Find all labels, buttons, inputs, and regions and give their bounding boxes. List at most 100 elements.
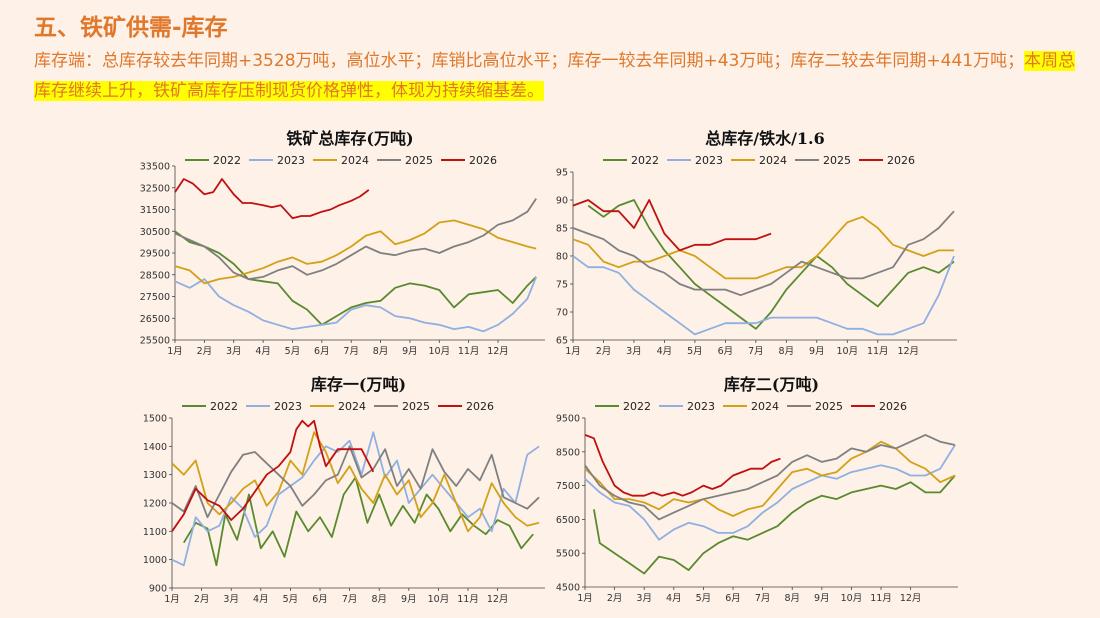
series-line-2022 xyxy=(183,476,534,567)
legend-label-2026: 2026 xyxy=(879,400,907,413)
chart-total-inventory: 铁矿总库存(万吨) 2022 2023 2024 2025 2026 25500 26500 2… xyxy=(130,128,560,363)
y-tick-label: 5500 xyxy=(556,549,580,560)
y-tick-label: 1100 xyxy=(143,527,167,538)
x-tick-label: 12月 xyxy=(487,346,509,357)
x-tick-label: 6月 xyxy=(314,346,330,357)
series-line-2024 xyxy=(174,219,537,285)
legend-label-2024: 2024 xyxy=(338,400,366,413)
chart-inventory-two: 库存二(万吨) 2022 2023 2024 2025 2026 4500 5500 6500 7… xyxy=(545,374,975,614)
x-tick-label: 11月 xyxy=(458,346,480,357)
y-tick-label: 4500 xyxy=(556,583,580,594)
y-tick-label: 32500 xyxy=(140,183,170,194)
y-tick-label: 80 xyxy=(556,252,568,263)
y-tick-label: 95 xyxy=(556,168,568,179)
summary-text: 库存端：总库存较去年同期+3528万吨，高位水平；库销比高位水平；库存一较去年同… xyxy=(34,46,1084,106)
series-line-2023 xyxy=(584,444,956,541)
chart-inventory-ratio-svg: 总库存/铁水/1.6 2022 2023 2024 2025 2026 65 70 75 80 85… xyxy=(556,129,957,357)
legend-label-2023: 2023 xyxy=(277,154,305,167)
x-tick-label: 11月 xyxy=(867,346,889,357)
series-line-2023 xyxy=(174,276,538,333)
chart-inventory-one-svg: 库存一(万吨) 2022 2023 2024 2025 2026 900 1000 1100 12… xyxy=(143,375,545,605)
y-tick-label: 900 xyxy=(149,584,167,595)
x-tick-label: 10月 xyxy=(428,594,450,605)
x-tick-label: 7月 xyxy=(343,346,359,357)
legend-label-2023: 2023 xyxy=(695,154,723,167)
y-tick-label: 33500 xyxy=(140,162,170,173)
series-line-2022 xyxy=(587,199,955,330)
legend-label-2024: 2024 xyxy=(759,154,787,167)
chart-title: 库存二(万吨) xyxy=(724,375,819,394)
x-tick-label: 1月 xyxy=(164,594,180,605)
legend-label-2026: 2026 xyxy=(469,154,497,167)
x-tick-label: 4月 xyxy=(666,593,682,604)
x-tick-label: 4月 xyxy=(657,346,673,357)
x-tick-label: 11月 xyxy=(457,594,479,605)
series-line-2024 xyxy=(171,431,540,533)
x-tick-label: 3月 xyxy=(626,346,642,357)
y-tick-label: 1200 xyxy=(143,499,167,510)
x-tick-label: 12月 xyxy=(900,593,922,604)
series-line-2025 xyxy=(174,198,537,281)
chart-inventory-one: 库存一(万吨) 2022 2023 2024 2025 2026 900 1000 1100 12… xyxy=(130,374,560,614)
x-tick-label: 8月 xyxy=(784,593,800,604)
x-tick-label: 4月 xyxy=(255,346,271,357)
chart-title: 总库存/铁水/1.6 xyxy=(705,129,825,148)
x-tick-label: 2月 xyxy=(194,594,210,605)
y-tick-label: 1300 xyxy=(143,470,167,481)
x-tick-label: 5月 xyxy=(696,593,712,604)
x-tick-label: 9月 xyxy=(809,346,825,357)
y-tick-label: 1400 xyxy=(143,442,167,453)
x-tick-label: 12月 xyxy=(487,594,509,605)
x-tick-label: 7月 xyxy=(748,346,764,357)
y-tick-label: 90 xyxy=(556,196,568,207)
legend-label-2022: 2022 xyxy=(623,400,651,413)
chart-inventory-two-svg: 库存二(万吨) 2022 2023 2024 2025 2026 4500 5500 6500 7… xyxy=(556,375,958,604)
chart-title: 库存一(万吨) xyxy=(311,375,406,394)
x-tick-label: 6月 xyxy=(312,594,328,605)
legend-label-2025: 2025 xyxy=(815,400,843,413)
x-tick-label: 7月 xyxy=(342,594,358,605)
page-title: 五、铁矿供需-库存 xyxy=(34,15,228,41)
x-tick-label: 8月 xyxy=(371,594,387,605)
x-tick-label: 10月 xyxy=(841,593,863,604)
chart-title: 铁矿总库存(万吨) xyxy=(286,129,413,148)
y-tick-label: 28500 xyxy=(140,270,170,281)
series-line-2025 xyxy=(572,210,955,297)
series-line-2025 xyxy=(171,445,540,519)
series-line-2026 xyxy=(174,178,370,220)
chart-total-inventory-svg: 铁矿总库存(万吨) 2022 2023 2024 2025 2026 25500 26500 2… xyxy=(140,129,545,357)
x-tick-label: 5月 xyxy=(687,346,703,357)
x-tick-label: 9月 xyxy=(402,346,418,357)
y-tick-label: 31500 xyxy=(140,205,170,216)
x-tick-label: 1月 xyxy=(167,346,183,357)
legend-label-2022: 2022 xyxy=(631,154,659,167)
x-tick-label: 9月 xyxy=(814,593,830,604)
x-tick-label: 3月 xyxy=(636,593,652,604)
series-line-2023 xyxy=(572,255,955,336)
x-tick-label: 5月 xyxy=(283,594,299,605)
x-tick-label: 12月 xyxy=(897,346,919,357)
y-tick-label: 30500 xyxy=(140,227,170,238)
x-tick-label: 8月 xyxy=(779,346,795,357)
y-tick-label: 9500 xyxy=(556,414,580,425)
x-tick-label: 2月 xyxy=(607,593,623,604)
series-line-2024 xyxy=(572,215,954,280)
series-line-2026 xyxy=(572,199,772,252)
summary-plain: 库存端：总库存较去年同期+3528万吨，高位水平；库销比高位水平；库存一较去年同… xyxy=(34,51,1025,71)
chart-inventory-ratio: 总库存/铁水/1.6 2022 2023 2024 2025 2026 65 70 75 80 85… xyxy=(545,128,975,363)
x-tick-label: 5月 xyxy=(285,346,301,357)
x-tick-label: 11月 xyxy=(870,593,892,604)
y-tick-label: 7500 xyxy=(556,481,580,492)
legend-label-2024: 2024 xyxy=(341,154,369,167)
x-tick-label: 10月 xyxy=(428,346,450,357)
series-line-2022 xyxy=(593,474,956,575)
x-tick-label: 8月 xyxy=(373,346,389,357)
y-tick-label: 6500 xyxy=(556,515,580,526)
legend-label-2023: 2023 xyxy=(274,400,302,413)
legend-label-2022: 2022 xyxy=(210,400,238,413)
x-tick-label: 2月 xyxy=(596,346,612,357)
x-tick-label: 3月 xyxy=(226,346,242,357)
series-line-2026 xyxy=(584,434,781,497)
x-tick-label: 2月 xyxy=(197,346,213,357)
y-tick-label: 26500 xyxy=(140,314,170,325)
